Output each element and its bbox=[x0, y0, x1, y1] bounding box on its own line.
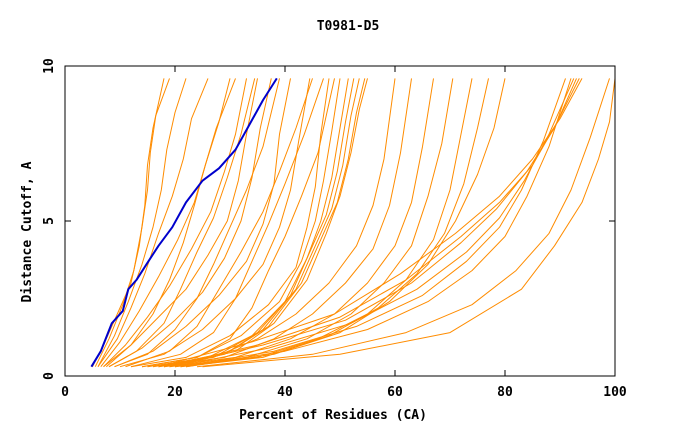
x-axis-label: Percent of Residues (CA) bbox=[239, 408, 427, 423]
y-tick-label: 10 bbox=[42, 58, 57, 74]
series-line-38 bbox=[103, 78, 231, 368]
series-line-5 bbox=[100, 78, 236, 368]
series-line-11 bbox=[130, 78, 330, 368]
x-tick-label: 20 bbox=[167, 385, 183, 400]
series-line-3 bbox=[97, 78, 187, 367]
series-line-27 bbox=[125, 78, 313, 368]
series-line-35 bbox=[202, 78, 616, 368]
series-line-7 bbox=[105, 78, 258, 368]
highlight-series-line bbox=[90, 77, 278, 368]
x-tick-label: 100 bbox=[603, 385, 627, 400]
series-line-33 bbox=[158, 78, 583, 368]
series-line-19 bbox=[158, 78, 412, 368]
series-line-36 bbox=[114, 78, 280, 368]
series-layer bbox=[92, 78, 616, 368]
y-axis-ticks: 0 5 10 bbox=[42, 58, 615, 380]
series-line-20 bbox=[163, 78, 434, 368]
chart-title: T0981-D5 bbox=[317, 19, 380, 34]
y-tick-label: 5 bbox=[42, 217, 57, 225]
x-tick-label: 60 bbox=[387, 385, 403, 400]
series-line-31 bbox=[169, 78, 577, 368]
series-line-12 bbox=[141, 78, 341, 368]
series-line-6 bbox=[103, 78, 247, 368]
series-line-34 bbox=[196, 78, 610, 368]
series-line-17 bbox=[174, 78, 368, 368]
series-line-4 bbox=[97, 78, 209, 367]
x-axis-ticks: 0 20 40 60 80 100 bbox=[61, 66, 627, 400]
y-axis-label: Distance Cutoff, A bbox=[20, 161, 35, 302]
series-line-26 bbox=[130, 78, 324, 368]
y-tick-label: 0 bbox=[42, 372, 57, 380]
series-line-9 bbox=[114, 78, 291, 368]
series-line-18 bbox=[152, 78, 396, 368]
series-line-24 bbox=[185, 78, 506, 368]
series-line-8 bbox=[108, 78, 272, 368]
series-line-25 bbox=[141, 78, 335, 368]
x-tick-label: 0 bbox=[61, 385, 69, 400]
series-line-16 bbox=[169, 78, 366, 368]
series-line-2 bbox=[94, 78, 170, 367]
series-line-1 bbox=[92, 78, 165, 367]
series-line-21 bbox=[169, 78, 454, 368]
series-line-28 bbox=[185, 78, 572, 368]
highlight-layer bbox=[90, 77, 278, 368]
x-tick-label: 40 bbox=[277, 385, 293, 400]
series-line-30 bbox=[174, 78, 575, 368]
series-line-10 bbox=[119, 78, 311, 368]
x-tick-label: 80 bbox=[497, 385, 513, 400]
series-line-37 bbox=[108, 78, 256, 368]
series-line-32 bbox=[163, 78, 580, 368]
